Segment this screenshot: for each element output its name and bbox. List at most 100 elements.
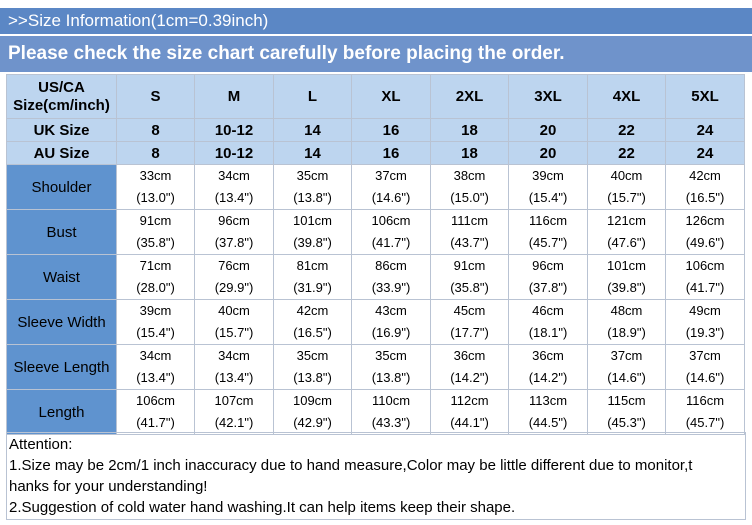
cm-value: 111cm: [450, 213, 489, 228]
inch-value: (14.6"): [607, 370, 646, 385]
cm-value: 43cm: [375, 303, 407, 318]
inch-value: (44.5"): [528, 415, 568, 430]
measurement-cell: 39cm (15.4"): [508, 164, 588, 210]
measurement-label: Bust: [6, 209, 117, 255]
measurement-cell: 91cm (35.8"): [430, 254, 509, 300]
measurement-cell: 81cm (31.9"): [273, 254, 352, 300]
attention-note-1-cont: hanks for your understanding!: [9, 478, 208, 495]
inch-value: (43.3"): [371, 415, 411, 430]
measurement-label: Shoulder: [6, 164, 117, 210]
measurement-label: Sleeve Width: [6, 299, 117, 345]
uk-size-label: UK Size: [6, 118, 117, 142]
attention-heading: Attention:: [9, 436, 73, 453]
uk-size-cell: 14: [273, 118, 352, 142]
measurement-row: Length 106cm (41.7") 107cm (42.1") 109cm (42.9…: [6, 389, 745, 435]
cm-value: 106cm: [685, 258, 725, 273]
measurement-cell: 45cm (17.7"): [430, 299, 509, 345]
uk-size-row: UK Size 8 10-12 14 16 18 20 22 24: [6, 118, 745, 142]
measurement-cell: 37cm (14.6"): [665, 344, 745, 390]
measurement-cell: 37cm (14.6"): [351, 164, 431, 210]
cm-value: 106cm: [135, 393, 176, 408]
cm-value: 106cm: [371, 213, 411, 228]
cm-value: 113cm: [528, 393, 568, 408]
measurement-cell: 96cm (37.8"): [508, 254, 588, 300]
measurement-cell: 101cm (39.8"): [273, 209, 352, 255]
cm-value: 35cm: [296, 168, 329, 183]
inch-value: (28.0"): [136, 280, 175, 295]
inch-value: (45.3"): [607, 415, 646, 430]
au-size-cell: 16: [351, 141, 431, 165]
inch-value: (15.7"): [607, 190, 646, 205]
cm-value: 126cm: [685, 213, 725, 228]
measurement-cell: 46cm (18.1"): [508, 299, 588, 345]
size-header-cell: S: [116, 74, 195, 119]
measurement-cell: 101cm (39.8"): [587, 254, 666, 300]
measurement-row: Waist 71cm (28.0") 76cm (29.9") 81cm (31.9") 86…: [6, 254, 745, 300]
inch-value: (14.2"): [450, 370, 489, 385]
measurement-cell: 116cm (45.7"): [508, 209, 588, 255]
cm-value: 115cm: [607, 393, 646, 408]
measurement-cell: 76cm (29.9"): [194, 254, 274, 300]
inch-value: (41.7"): [371, 235, 411, 250]
measurement-cell: 40cm (15.7"): [587, 164, 666, 210]
size-header-cell: 2XL: [430, 74, 509, 119]
inch-value: (45.7"): [528, 235, 568, 250]
measurement-cell: 35cm (13.8"): [273, 164, 352, 210]
measurement-cell: 40cm (15.7"): [194, 299, 274, 345]
cm-value: 81cm: [296, 258, 329, 273]
cm-value: 37cm: [689, 348, 721, 363]
inch-value: (29.9"): [214, 280, 254, 295]
measurement-cell: 48cm (18.9"): [587, 299, 666, 345]
cm-value: 36cm: [453, 348, 486, 363]
inch-value: (13.8"): [371, 370, 411, 385]
measurement-cell: 96cm (37.8"): [194, 209, 274, 255]
cm-value: 96cm: [218, 213, 250, 228]
inch-value: (42.1"): [214, 415, 254, 430]
size-header-cell: M: [194, 74, 274, 119]
cm-value: 42cm: [296, 303, 329, 318]
measurement-cell: 35cm (13.8"): [273, 344, 352, 390]
cm-value: 37cm: [610, 348, 643, 363]
cm-value: 40cm: [218, 303, 250, 318]
measurement-cell: 36cm (14.2"): [508, 344, 588, 390]
cm-value: 39cm: [139, 303, 172, 318]
measurement-cell: 110cm (43.3"): [351, 389, 431, 435]
cm-value: 49cm: [689, 303, 721, 318]
inch-value: (31.9"): [293, 280, 332, 295]
size-header-cell: 4XL: [587, 74, 666, 119]
cm-value: 40cm: [610, 168, 643, 183]
measurement-cell: 109cm (42.9"): [273, 389, 352, 435]
inch-value: (16.9"): [371, 325, 411, 340]
au-size-cell: 22: [587, 141, 666, 165]
au-size-cell: 20: [508, 141, 588, 165]
inch-value: (19.3"): [685, 325, 725, 340]
measurement-cell: 39cm (15.4"): [116, 299, 195, 345]
inch-value: (18.1"): [528, 325, 568, 340]
inch-value: (42.9"): [293, 415, 332, 430]
cm-value: 35cm: [375, 348, 407, 363]
cm-value: 34cm: [139, 348, 172, 363]
attention-note-1: 1.Size may be 2cm/1 inch inaccuracy due …: [9, 457, 693, 474]
inch-value: (35.8"): [136, 235, 175, 250]
cm-value: 86cm: [375, 258, 407, 273]
inch-value: (13.8"): [293, 370, 332, 385]
cm-value: 91cm: [453, 258, 486, 273]
inch-value: (16.5"): [685, 190, 725, 205]
measurement-cell: 42cm (16.5"): [273, 299, 352, 345]
measurement-cell: 33cm (13.0"): [116, 164, 195, 210]
measurement-cell: 113cm (44.5"): [508, 389, 588, 435]
measurement-cell: 35cm (13.8"): [351, 344, 431, 390]
measurement-cell: 106cm (41.7"): [665, 254, 745, 300]
inch-value: (15.7"): [214, 325, 254, 340]
inch-value: (14.2"): [528, 370, 568, 385]
measurement-cell: 112cm (44.1"): [430, 389, 509, 435]
measurement-cell: 126cm (49.6"): [665, 209, 745, 255]
inch-value: (39.8"): [293, 235, 332, 250]
cm-value: 36cm: [532, 348, 564, 363]
cm-value: 71cm: [139, 258, 172, 273]
inch-value: (13.8"): [293, 190, 332, 205]
cm-value: 33cm: [139, 168, 172, 183]
inch-value: (14.6"): [685, 370, 725, 385]
inch-value: (15.0"): [450, 190, 489, 205]
